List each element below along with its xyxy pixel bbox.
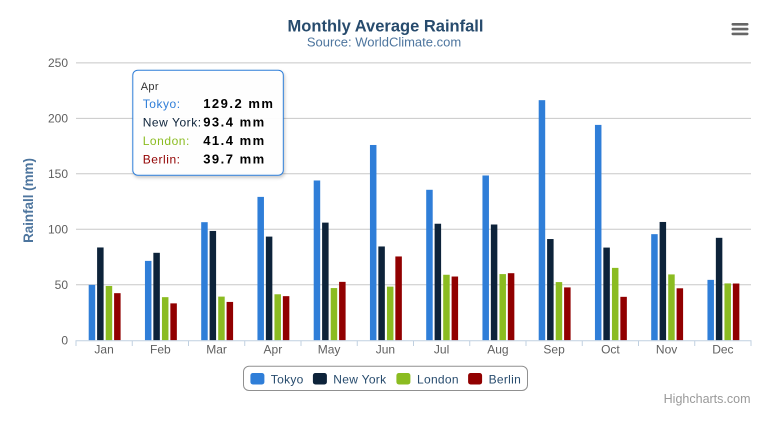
svg-text:Source: WorldClimate.com: Source: WorldClimate.com <box>307 35 461 50</box>
svg-text:Mar: Mar <box>206 343 227 357</box>
svg-text:Highcharts.com: Highcharts.com <box>664 392 751 406</box>
svg-text:129.2 mm: 129.2 mm <box>203 96 274 111</box>
svg-text:London:: London: <box>143 134 190 148</box>
svg-text:41.4 mm: 41.4 mm <box>203 133 266 148</box>
svg-text:Aug: Aug <box>487 343 508 357</box>
svg-text:Tokyo: Tokyo <box>271 373 304 387</box>
svg-text:Oct: Oct <box>601 343 620 357</box>
svg-text:Apr: Apr <box>264 343 283 357</box>
svg-text:Apr: Apr <box>141 81 159 93</box>
svg-text:Jul: Jul <box>434 343 449 357</box>
svg-text:New York:: New York: <box>143 116 202 130</box>
svg-text:0: 0 <box>61 333 68 347</box>
svg-text:93.4 mm: 93.4 mm <box>203 115 266 130</box>
svg-text:Berlin: Berlin <box>489 373 521 387</box>
svg-text:39.7 mm: 39.7 mm <box>203 152 266 167</box>
svg-text:100: 100 <box>48 223 68 237</box>
svg-text:Rainfall (mm): Rainfall (mm) <box>21 158 36 243</box>
svg-text:New York: New York <box>333 373 387 387</box>
svg-text:150: 150 <box>48 167 68 181</box>
svg-text:Jan: Jan <box>94 343 113 357</box>
svg-text:Nov: Nov <box>656 343 677 357</box>
svg-text:May: May <box>318 343 341 357</box>
svg-text:Sep: Sep <box>543 343 565 357</box>
svg-text:Jun: Jun <box>376 343 395 357</box>
svg-text:200: 200 <box>48 112 68 126</box>
svg-text:Feb: Feb <box>150 343 171 357</box>
svg-text:Monthly Average Rainfall: Monthly Average Rainfall <box>288 18 484 36</box>
svg-text:50: 50 <box>55 278 69 292</box>
svg-text:London: London <box>417 373 459 387</box>
svg-text:Dec: Dec <box>712 343 733 357</box>
svg-text:250: 250 <box>48 56 68 70</box>
svg-text:Berlin:: Berlin: <box>143 153 181 167</box>
svg-text:Tokyo:: Tokyo: <box>143 97 181 111</box>
